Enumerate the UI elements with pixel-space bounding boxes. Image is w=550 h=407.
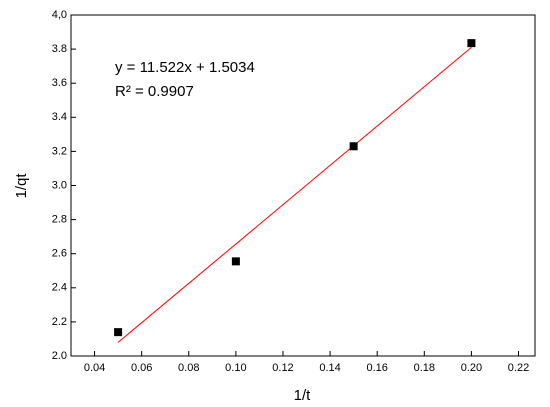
x-tick-label: 0.16 [366, 362, 387, 374]
x-tick-label: 0.12 [272, 362, 293, 374]
x-tick-label: 0.10 [225, 362, 246, 374]
x-tick-label: 0.20 [461, 362, 482, 374]
x-tick-label: 0.06 [131, 362, 152, 374]
x-tick-label: 0.18 [414, 362, 435, 374]
y-tick-label: 2.6 [52, 248, 67, 260]
x-axis-label: 1/t [294, 387, 312, 404]
data-point [349, 142, 358, 151]
data-point [231, 257, 240, 266]
y-tick-label: 3.8 [52, 43, 67, 55]
x-tick-label: 0.08 [178, 362, 199, 374]
x-tick-label: 0.04 [84, 362, 105, 374]
r-squared: R² = 0.9907 [115, 83, 194, 100]
y-tick-label: 4,0 [52, 9, 67, 21]
y-axis-label: 1/qt [13, 173, 30, 199]
y-tick-label: 3.2 [52, 145, 67, 157]
y-tick-label: 2.0 [52, 350, 67, 362]
equation: y = 11.522x + 1.5034 [115, 59, 255, 76]
data-point [114, 328, 123, 337]
fit-line [117, 47, 472, 343]
x-tick-label: 0.14 [319, 362, 340, 374]
y-tick-label: 3.0 [52, 179, 67, 191]
y-tick-label: 3.6 [52, 77, 67, 89]
y-tick-label: 2.8 [52, 214, 67, 226]
y-tick-label: 2.4 [52, 282, 67, 294]
y-tick-label: 3.4 [52, 111, 67, 123]
x-tick-label: 0.22 [508, 362, 529, 374]
y-tick-label: 2.2 [52, 316, 67, 328]
data-point [467, 39, 476, 48]
